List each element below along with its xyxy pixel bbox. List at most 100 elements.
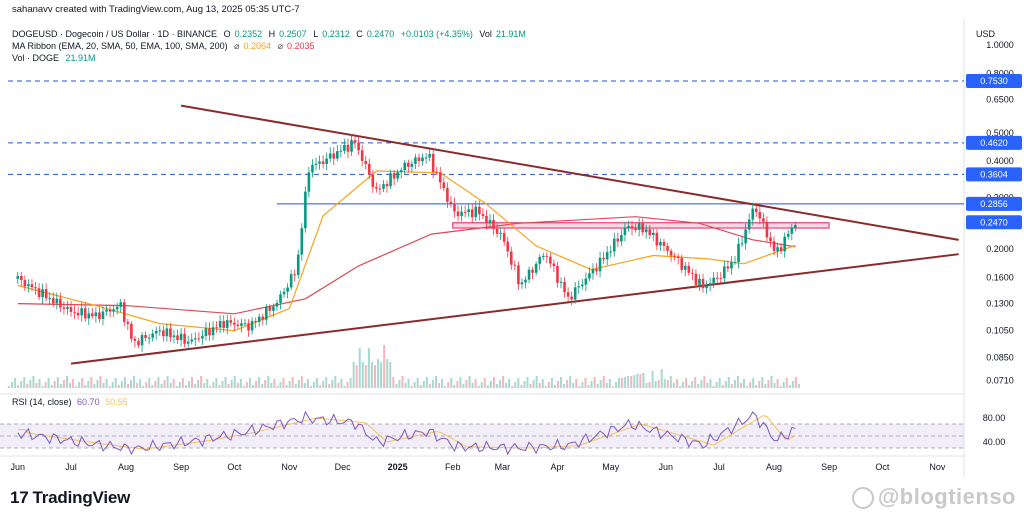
volume-bar: [239, 379, 242, 388]
candle-body: [204, 328, 208, 337]
x-tick-label: Oct: [227, 462, 242, 472]
volume-bar: [62, 380, 65, 388]
rsi-band: [0, 424, 964, 448]
candle-body: [449, 201, 453, 204]
candle-body: [158, 330, 162, 332]
candle-body: [428, 153, 431, 158]
volume-bar: [273, 379, 276, 388]
current-price-label-bg: [966, 215, 1022, 230]
x-tick-label: Jun: [10, 462, 25, 472]
candle-body: [311, 164, 314, 173]
candle-body: [254, 321, 257, 323]
candle-body: [300, 228, 304, 255]
candle-body: [264, 306, 268, 320]
volume-bar: [477, 386, 480, 388]
x-tick-label: Mar: [495, 462, 511, 472]
volume-bar: [425, 377, 428, 388]
volume-bar: [72, 379, 75, 388]
candle-body: [648, 229, 652, 235]
volume-bar: [355, 365, 358, 388]
volume-bar: [736, 376, 739, 388]
volume-bar: [563, 384, 566, 388]
volume-bar: [599, 380, 602, 388]
candle-body: [424, 157, 428, 159]
candle-body: [666, 245, 669, 251]
volume-bar: [703, 376, 706, 388]
volume-bar: [428, 384, 431, 388]
volume-bar: [218, 385, 221, 388]
close-value: 0.2470: [366, 29, 395, 39]
volume-bar: [255, 381, 258, 388]
volume-bar: [358, 348, 361, 388]
volume-bar: [560, 377, 563, 388]
x-tick-label: Dec: [335, 462, 352, 472]
candle-body: [112, 309, 115, 312]
volume-bar: [666, 380, 669, 388]
x-tick-label: 2025: [388, 462, 408, 472]
candle-body: [538, 256, 541, 264]
candle-body: [566, 292, 570, 297]
candle-body: [563, 281, 566, 293]
volume-bar: [148, 378, 151, 388]
candle-body: [101, 311, 105, 319]
volume-bar: [660, 369, 663, 388]
volume-bar: [755, 385, 758, 388]
candle-body: [282, 291, 286, 295]
candle-body: [229, 320, 233, 323]
candle-body: [353, 140, 357, 143]
volume-bar: [761, 377, 764, 388]
candle-body: [154, 331, 158, 334]
tradingview-logo[interactable]: 17 TradingView: [10, 488, 130, 508]
candle-body: [328, 153, 332, 159]
ma-value-1: 0.2064: [243, 41, 272, 51]
volume-bar: [395, 384, 398, 388]
volume-bar: [587, 385, 590, 388]
open-label: O: [223, 29, 231, 39]
volume-bar: [663, 379, 666, 388]
volume-bar: [343, 386, 346, 388]
candle-body: [573, 287, 577, 300]
volume-bar: [526, 377, 529, 388]
candle-body: [698, 278, 701, 285]
candle-body: [556, 265, 559, 283]
volume-bar: [209, 386, 212, 388]
candle-body: [694, 273, 698, 285]
price-level-label: 0.4620: [980, 138, 1008, 148]
candle-body: [336, 151, 339, 159]
candle-body: [506, 241, 510, 252]
volume-bar: [715, 382, 718, 388]
volume-bar: [105, 379, 108, 388]
volume-bar: [309, 386, 312, 388]
volume-bar: [474, 379, 477, 388]
volume-bar: [416, 378, 419, 388]
x-tick-label: Nov: [281, 462, 298, 472]
volume-bar: [752, 378, 755, 388]
volume-bar: [35, 383, 38, 388]
volume-bar: [535, 376, 538, 388]
volume-bar: [65, 376, 68, 388]
volume-bar: [233, 376, 236, 388]
candle-body: [769, 237, 772, 242]
candle-body: [23, 280, 27, 287]
volume-bar: [682, 382, 685, 388]
volume-bar: [438, 383, 441, 388]
volume-bar: [633, 375, 636, 388]
candle-body: [794, 224, 797, 228]
price-level-label-bg: [966, 167, 1022, 182]
candle-body: [119, 302, 123, 307]
volume-bar: [642, 373, 645, 388]
candle-body: [708, 283, 712, 286]
volume-bar: [532, 380, 535, 388]
candle-body: [541, 255, 545, 257]
candle-body: [66, 307, 69, 309]
candle-body: [55, 298, 59, 304]
volume-bar: [648, 382, 651, 388]
candle-body: [676, 256, 680, 259]
candle-body: [346, 144, 350, 152]
volume-bar: [322, 381, 325, 388]
volume-bar: [651, 371, 654, 388]
volume-bar: [694, 377, 697, 388]
volume-bar: [316, 378, 319, 388]
volume-bar: [575, 379, 578, 388]
